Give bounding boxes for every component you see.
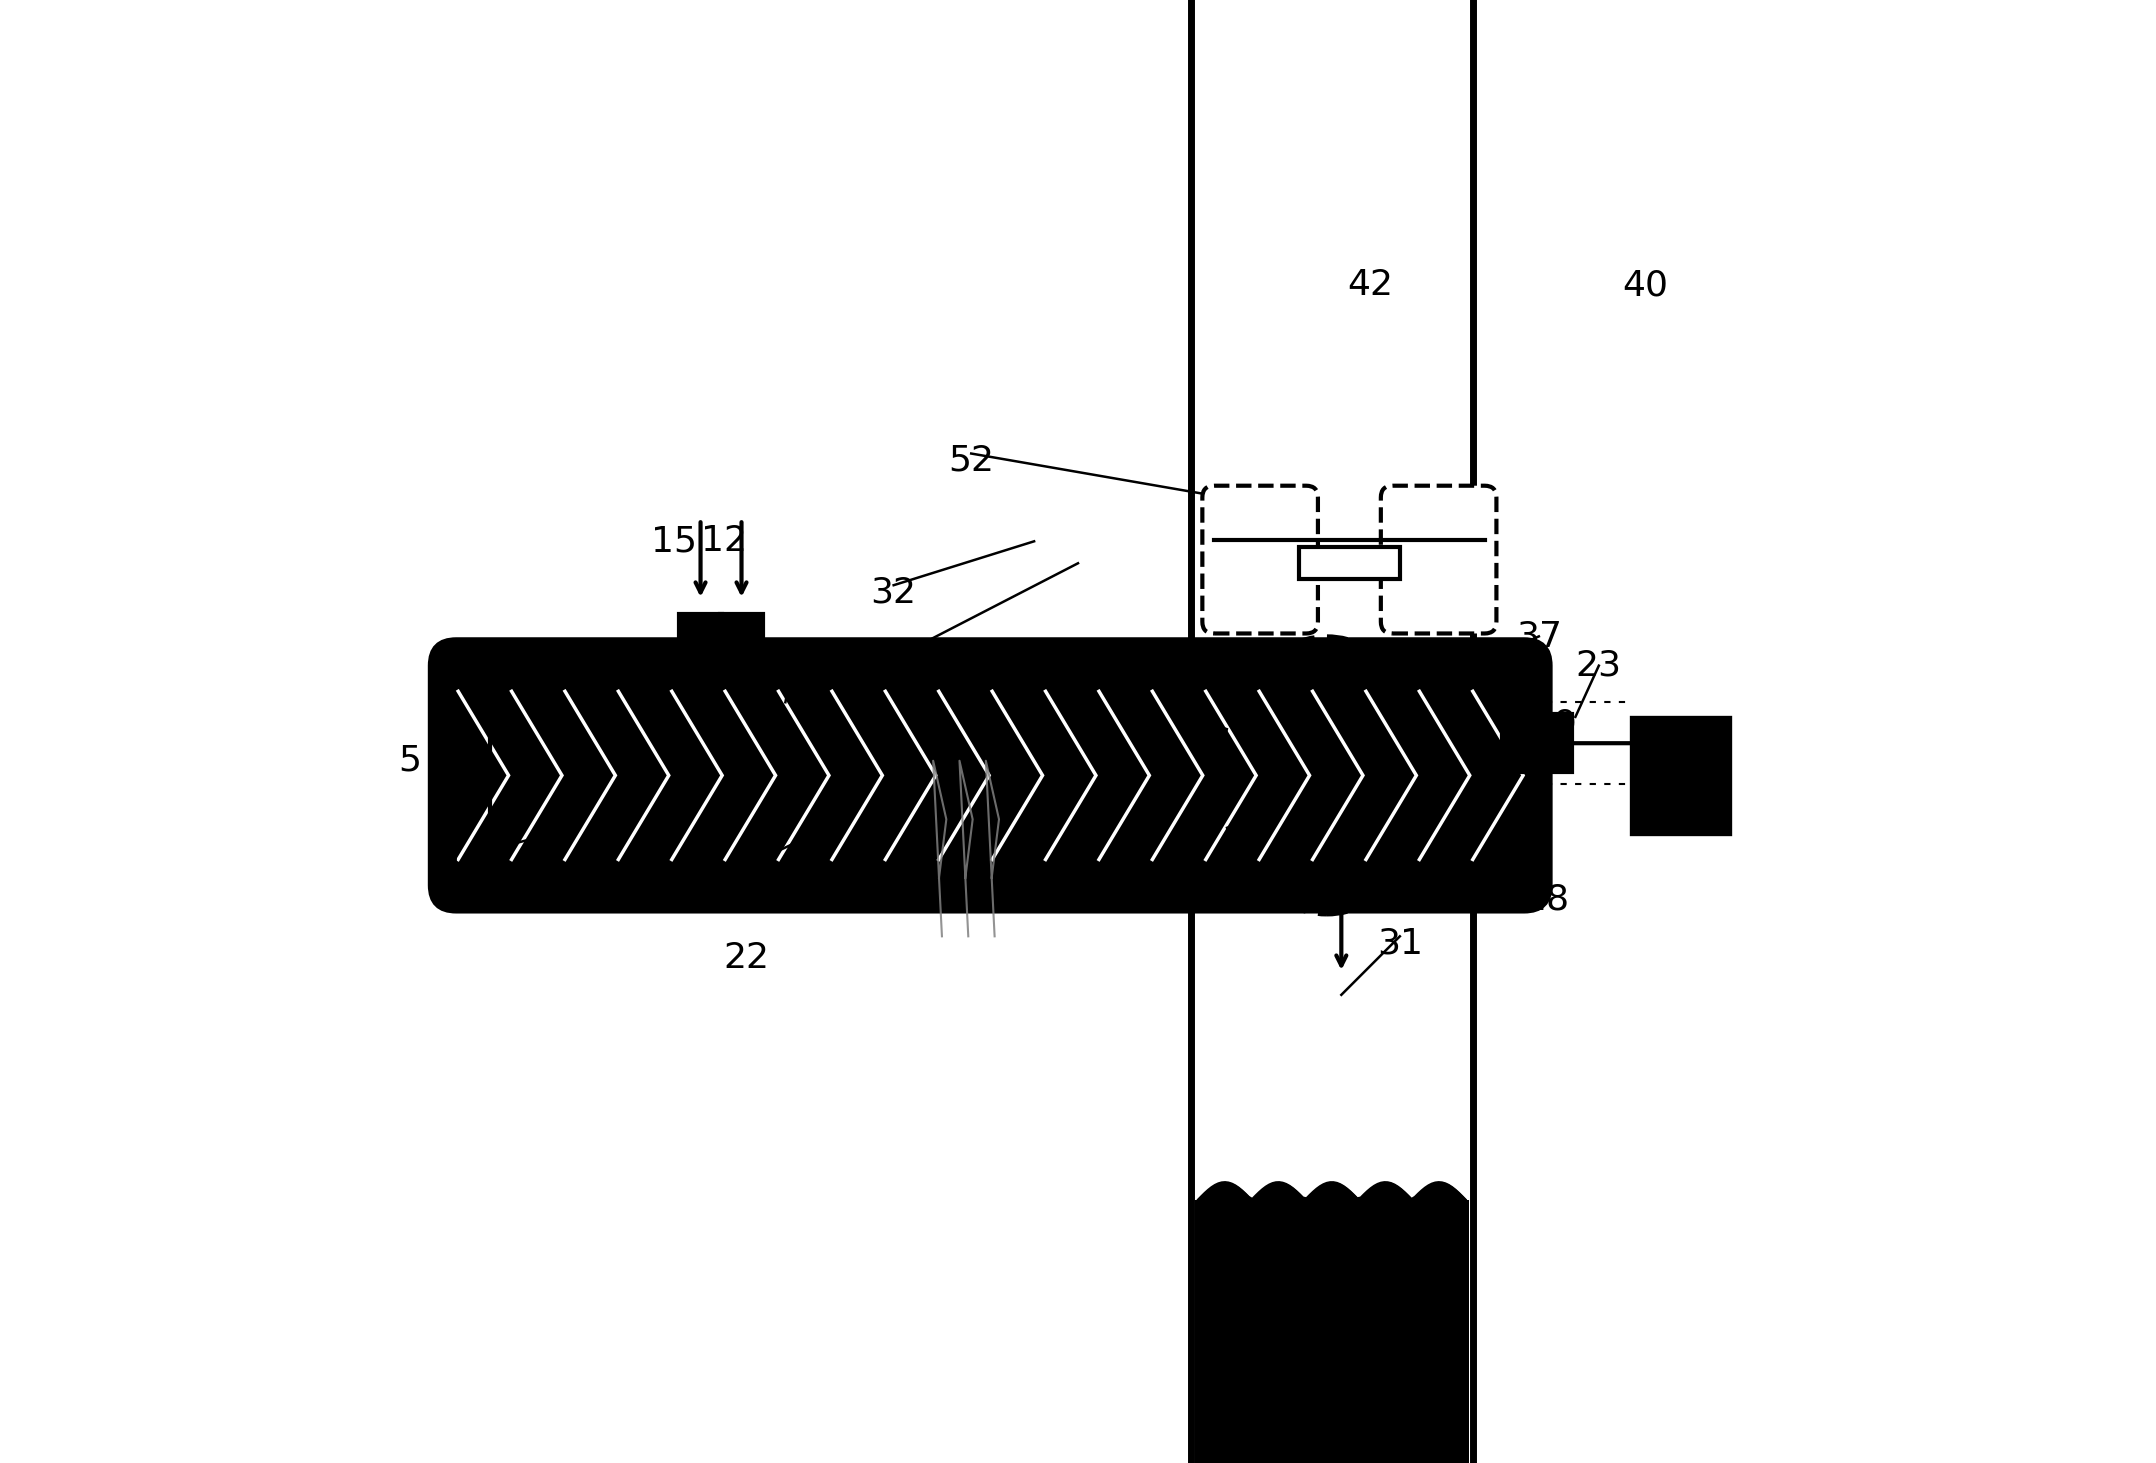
- Text: 32: 32: [871, 575, 916, 610]
- Text: 37: 37: [1516, 619, 1561, 654]
- Text: 15: 15: [651, 524, 696, 559]
- Bar: [679, 614, 722, 673]
- Text: 40: 40: [1623, 268, 1669, 303]
- Text: 20: 20: [653, 882, 699, 917]
- Bar: [1503, 714, 1572, 772]
- Text: 23: 23: [1576, 648, 1621, 683]
- Bar: [1298, 547, 1399, 579]
- Text: 5: 5: [399, 743, 420, 778]
- Text: 52: 52: [949, 443, 994, 478]
- Text: 25: 25: [1686, 758, 1733, 793]
- FancyBboxPatch shape: [1203, 486, 1317, 633]
- Text: 42: 42: [1348, 268, 1393, 303]
- Bar: [720, 614, 763, 673]
- FancyBboxPatch shape: [429, 639, 1550, 911]
- Text: 10: 10: [770, 648, 815, 683]
- Text: 19: 19: [1531, 707, 1576, 742]
- Bar: [1630, 717, 1731, 834]
- Text: 18: 18: [444, 846, 489, 881]
- Text: 17: 17: [558, 648, 604, 683]
- Text: 28: 28: [1522, 882, 1570, 917]
- FancyBboxPatch shape: [1380, 486, 1496, 633]
- Bar: [1194, 1200, 1468, 1463]
- Text: 22: 22: [722, 941, 770, 976]
- Text: 45: 45: [871, 648, 916, 683]
- Text: 31: 31: [1378, 926, 1423, 961]
- Text: 12: 12: [701, 524, 746, 559]
